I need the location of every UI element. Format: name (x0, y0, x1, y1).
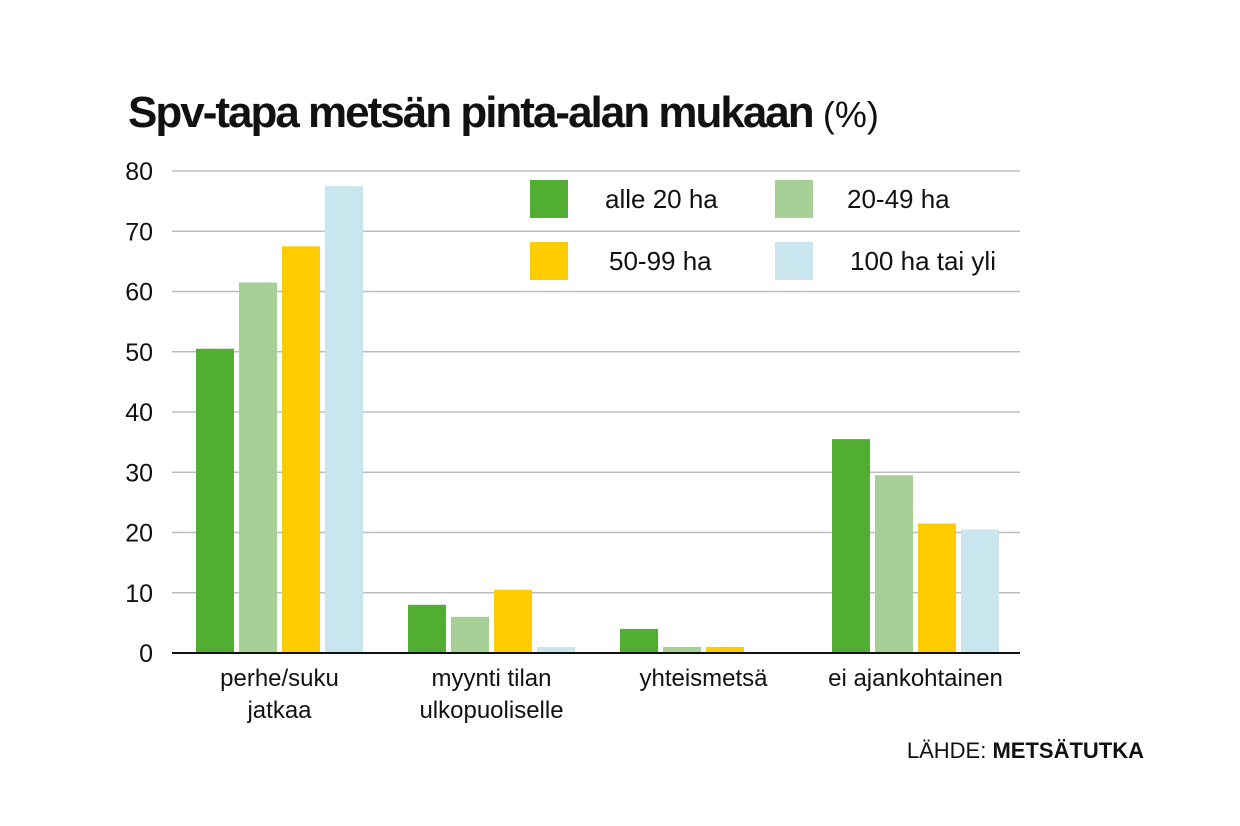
source-label: LÄHDE: (906, 738, 987, 763)
bar (325, 186, 363, 653)
bar (832, 439, 870, 653)
bar (663, 646, 701, 653)
bar (494, 589, 532, 653)
bar (875, 475, 913, 653)
y-tick-label: 30 (125, 459, 153, 487)
legend-label: alle 20 ha (605, 184, 718, 214)
x-tick-label: yhteismetsä (639, 665, 768, 692)
bar (706, 646, 744, 653)
x-tick-label: ulkopuoliselle (419, 697, 563, 724)
y-tick-label: 40 (125, 399, 153, 427)
y-tick-label: 60 (125, 279, 153, 307)
legend-label: 100 ha tai yli (850, 246, 996, 276)
legend-swatch (530, 180, 568, 218)
y-tick-label: 10 (125, 580, 153, 608)
bar (620, 628, 658, 653)
bar (196, 348, 234, 653)
title-unit: (%) (822, 94, 879, 135)
source-name: METSÄTUTKA (992, 738, 1144, 763)
bar (239, 282, 277, 653)
y-tick-label: 20 (125, 520, 153, 548)
y-tick-label: 50 (125, 339, 153, 367)
bar (451, 616, 489, 653)
y-tick-label: 80 (125, 158, 153, 186)
source-credit: LÄHDE: METSÄTUTKA (907, 738, 1144, 764)
x-tick-label: perhe/suku (220, 665, 339, 692)
bar (918, 523, 956, 653)
bar (537, 646, 575, 653)
bar (408, 604, 446, 653)
x-tick-label: jatkaa (246, 697, 312, 724)
y-tick-label: 0 (139, 640, 153, 668)
x-tick-label: myynti tilan (431, 665, 551, 692)
x-tick-label: ei ajankohtainen (828, 665, 1003, 692)
title-text: Spv-tapa metsän pinta-alan mukaan (128, 88, 815, 137)
legend-swatch (775, 242, 813, 280)
legend-label: 50-99 ha (609, 246, 712, 276)
legend-swatch (530, 242, 568, 280)
y-tick-label: 70 (125, 218, 153, 246)
bar (961, 529, 999, 653)
bar (282, 246, 320, 653)
legend-swatch (775, 180, 813, 218)
chart-title: Spv-tapa metsän pinta-alan mukaan (%) (128, 88, 879, 138)
legend-label: 20-49 ha (847, 184, 950, 214)
